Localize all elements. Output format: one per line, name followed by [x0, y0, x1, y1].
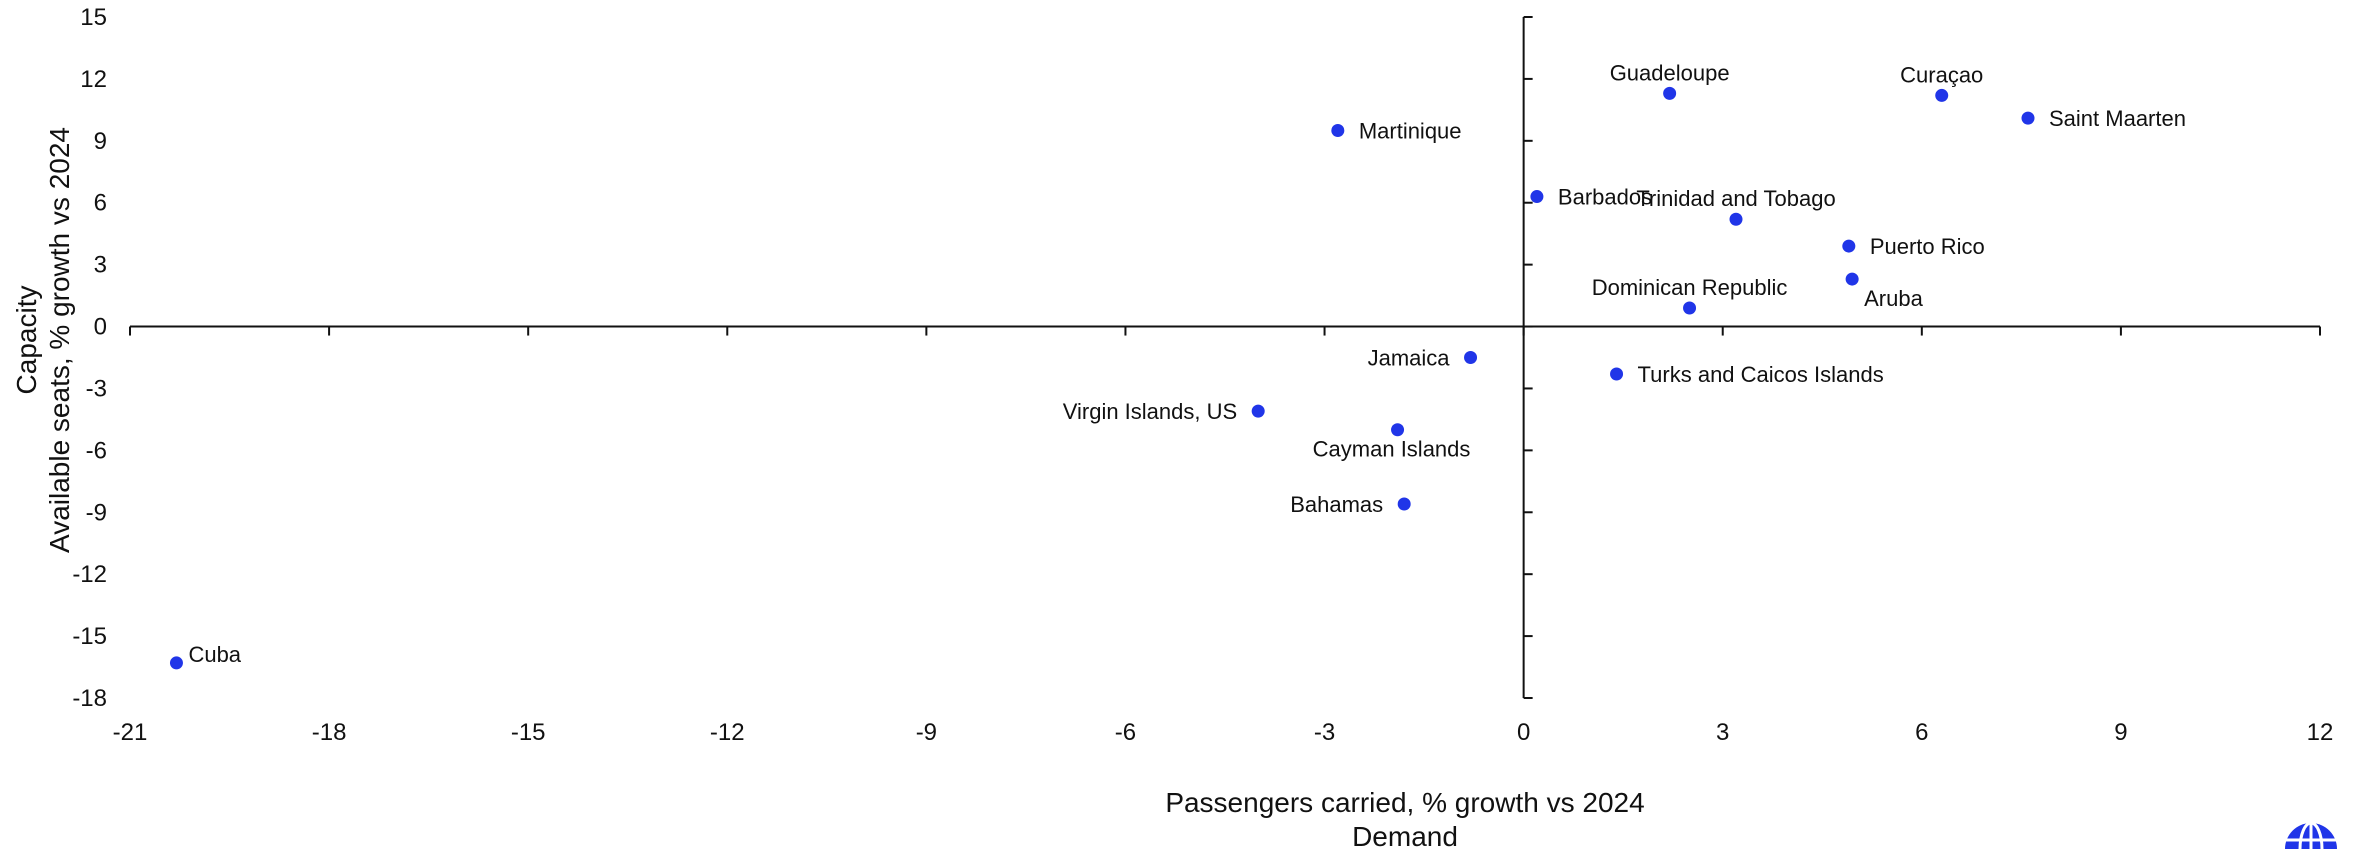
data-point	[1251, 404, 1265, 418]
point-label: Bahamas	[1290, 492, 1383, 517]
data-point	[1397, 497, 1411, 511]
x-tick-label: 3	[1716, 719, 1729, 746]
point-label: Virgin Islands, US	[1063, 399, 1237, 424]
data-point	[1610, 367, 1624, 381]
x-tick-label: -9	[916, 719, 937, 746]
data-point	[1464, 351, 1478, 364]
point-label: Cayman Islands	[1313, 437, 1471, 462]
data-point	[1729, 212, 1743, 226]
x-tick-label: -15	[511, 719, 546, 746]
y-tick-label: -3	[86, 375, 107, 402]
x-tick-label: 6	[1915, 719, 1928, 746]
data-point	[1391, 423, 1405, 437]
data-point	[1663, 86, 1677, 100]
y-axis-subtitle: Capacity	[11, 286, 42, 395]
point-label: Curaçao	[1900, 62, 1983, 87]
data-point	[1683, 301, 1697, 315]
data-point	[1845, 272, 1859, 286]
point-label: Jamaica	[1368, 346, 1451, 371]
y-tick-label: 0	[94, 314, 107, 341]
point-label: Dominican Republic	[1592, 275, 1788, 300]
y-tick-label: 12	[80, 66, 107, 93]
y-tick-label: -18	[72, 685, 107, 712]
y-tick-label: -12	[72, 561, 107, 588]
tick-labels: -21 -18 -15 -12 -9 -6 -3 0 3 6 9 1215129630-3-6-9-1…	[72, 4, 2333, 746]
x-tick-label: -12	[710, 719, 745, 746]
x-tick-label: -6	[1115, 719, 1136, 746]
y-axis-title: Available seats, % growth vs 2024	[44, 127, 75, 553]
x-tick-label: -21	[113, 719, 148, 746]
x-tick-label: 12	[2307, 719, 2334, 746]
data-point	[2021, 111, 2035, 125]
point-label: Martinique	[1359, 119, 1462, 144]
point-label: Guadeloupe	[1610, 60, 1730, 85]
y-tick-label: -6	[86, 437, 107, 464]
data-points: Cuba Martinique Jamaica Virgin Islands, US C…	[169, 60, 2186, 670]
point-label: Saint Maarten	[2049, 106, 2186, 131]
data-point	[1842, 239, 1856, 253]
x-tick-label: -18	[312, 719, 347, 746]
point-label: Turks and Caicos Islands	[1638, 362, 1884, 387]
y-tick-label: -9	[86, 499, 107, 526]
y-tick-label: 9	[94, 128, 107, 155]
data-point	[169, 656, 183, 670]
x-axis-title: Passengers carried, % growth vs 2024	[1165, 787, 1644, 818]
axes	[129, 16, 2321, 699]
globe-logo-icon	[2285, 821, 2337, 849]
x-axis-subtitle: Demand	[1352, 821, 1458, 849]
data-point	[1935, 88, 1949, 102]
data-point	[1530, 190, 1544, 204]
point-label: Cuba	[188, 642, 241, 667]
data-point	[1331, 124, 1345, 137]
y-tick-label: 3	[94, 252, 107, 279]
y-tick-label: 15	[80, 4, 107, 31]
y-tick-label: 6	[94, 190, 107, 217]
x-tick-label: 9	[2114, 719, 2127, 746]
x-tick-label: -3	[1314, 719, 1335, 746]
point-label: Aruba	[1864, 286, 1923, 311]
x-tick-label: 0	[1517, 719, 1530, 746]
y-tick-label: -15	[72, 623, 107, 650]
point-label: Barbados	[1558, 185, 1652, 210]
point-label: Puerto Rico	[1870, 234, 1985, 259]
point-label: Trinidad and Tobago	[1636, 186, 1835, 211]
